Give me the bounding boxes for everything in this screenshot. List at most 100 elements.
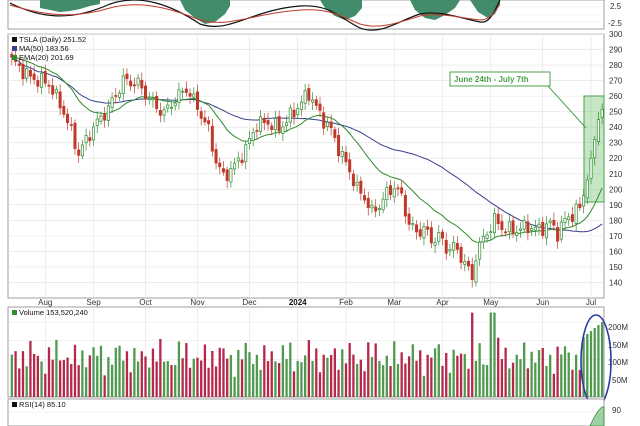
candle-body (481, 236, 485, 243)
candle-body (95, 118, 99, 127)
price-tick-label: 140 (609, 278, 623, 287)
annotation-text: June 24th - July 7th (454, 75, 529, 84)
volume-bar (73, 344, 77, 397)
price-tick-label: 210 (609, 170, 623, 179)
volume-bar (226, 358, 229, 397)
candle-body (478, 241, 482, 260)
candle-body (333, 129, 337, 138)
volume-bar (519, 359, 522, 397)
candle-body (441, 231, 445, 239)
candle-body (62, 105, 66, 115)
candle-body (492, 213, 496, 234)
candle-body (129, 80, 133, 87)
candle-body (166, 104, 170, 109)
volume-bar (537, 350, 541, 397)
candle-body (140, 79, 144, 89)
volume-bar (114, 347, 117, 397)
volume-bar (415, 360, 418, 397)
candle-body (266, 120, 270, 125)
candle-body (374, 206, 378, 212)
month-tick-label: Jul (586, 298, 596, 307)
volume-bar (84, 367, 88, 397)
price-tick-label: 190 (609, 201, 623, 210)
volume-bar (270, 351, 273, 397)
candle-body (381, 198, 385, 211)
candle-body (552, 219, 556, 226)
candle-body (363, 195, 367, 201)
price-tick-label: 270 (609, 77, 623, 86)
candle-body (28, 70, 32, 77)
candle-body (73, 122, 77, 149)
price-legend: TSLA (Daily) 251.52 MA(50) 183.56 EMA(20… (12, 35, 86, 62)
candle-body (285, 122, 289, 127)
candle-body (184, 88, 188, 93)
candle-body (415, 224, 419, 233)
volume-bar (526, 368, 530, 397)
candle-body (25, 67, 29, 79)
candle-body (444, 239, 448, 254)
volume-bar (500, 359, 504, 397)
candle-body (570, 214, 574, 222)
volume-bar (177, 341, 181, 397)
volume-bar (300, 362, 303, 397)
volume-bar (110, 364, 114, 397)
candle-body (344, 151, 348, 163)
volume-bar (355, 363, 359, 397)
volume-bar (155, 361, 158, 397)
volume-bar (367, 342, 370, 397)
volume-bar (211, 350, 214, 397)
candle-body (596, 119, 600, 142)
candle-body (485, 234, 489, 239)
volume-bar (419, 350, 422, 397)
volume-bar (140, 351, 143, 397)
candle-body (500, 221, 504, 231)
candle-body (385, 187, 389, 200)
volume-bar (459, 353, 463, 397)
volume-bar (474, 360, 478, 397)
candle-body (325, 121, 329, 128)
volume-bar (430, 357, 433, 397)
candle-body (593, 139, 597, 159)
volume-bar (81, 350, 84, 397)
volume-bar (485, 365, 489, 397)
volume-bar (404, 363, 407, 397)
candle-body (504, 231, 508, 234)
volume-bar (203, 344, 207, 397)
candle-body (329, 121, 333, 129)
top-panel-tick-label: 2.5 (610, 2, 622, 11)
volume-bar (359, 359, 362, 397)
candle-body (426, 226, 430, 230)
candle-body (125, 73, 129, 80)
candle-body (292, 109, 296, 118)
volume-bar (88, 355, 91, 397)
candle-body (511, 220, 515, 234)
candle-body (114, 95, 118, 97)
volume-bar (207, 367, 210, 397)
volume-bar (411, 344, 414, 397)
volume-bar (597, 325, 600, 397)
candle-body (251, 132, 255, 142)
volume-bar (278, 363, 281, 397)
volume-bar (515, 354, 518, 397)
volume-bar (600, 322, 604, 397)
candle-body (233, 162, 237, 170)
volume-bar (170, 365, 173, 397)
volume-bar (593, 328, 596, 397)
price-tick-label: 160 (609, 247, 623, 256)
candle-body (418, 229, 422, 237)
volume-bar (563, 346, 567, 397)
volume-bar (136, 361, 140, 397)
candle-body (455, 243, 459, 250)
candle-body (348, 159, 352, 173)
volume-bar (259, 369, 262, 397)
volume-bar (352, 354, 355, 397)
candle-body (296, 108, 300, 116)
candle-body (574, 203, 578, 224)
volume-bar (214, 366, 218, 397)
candle-body (88, 137, 92, 142)
volume-bar (530, 351, 533, 397)
candle-body (106, 105, 110, 121)
candle-body (422, 226, 426, 239)
month-tick-label: Feb (339, 298, 353, 307)
